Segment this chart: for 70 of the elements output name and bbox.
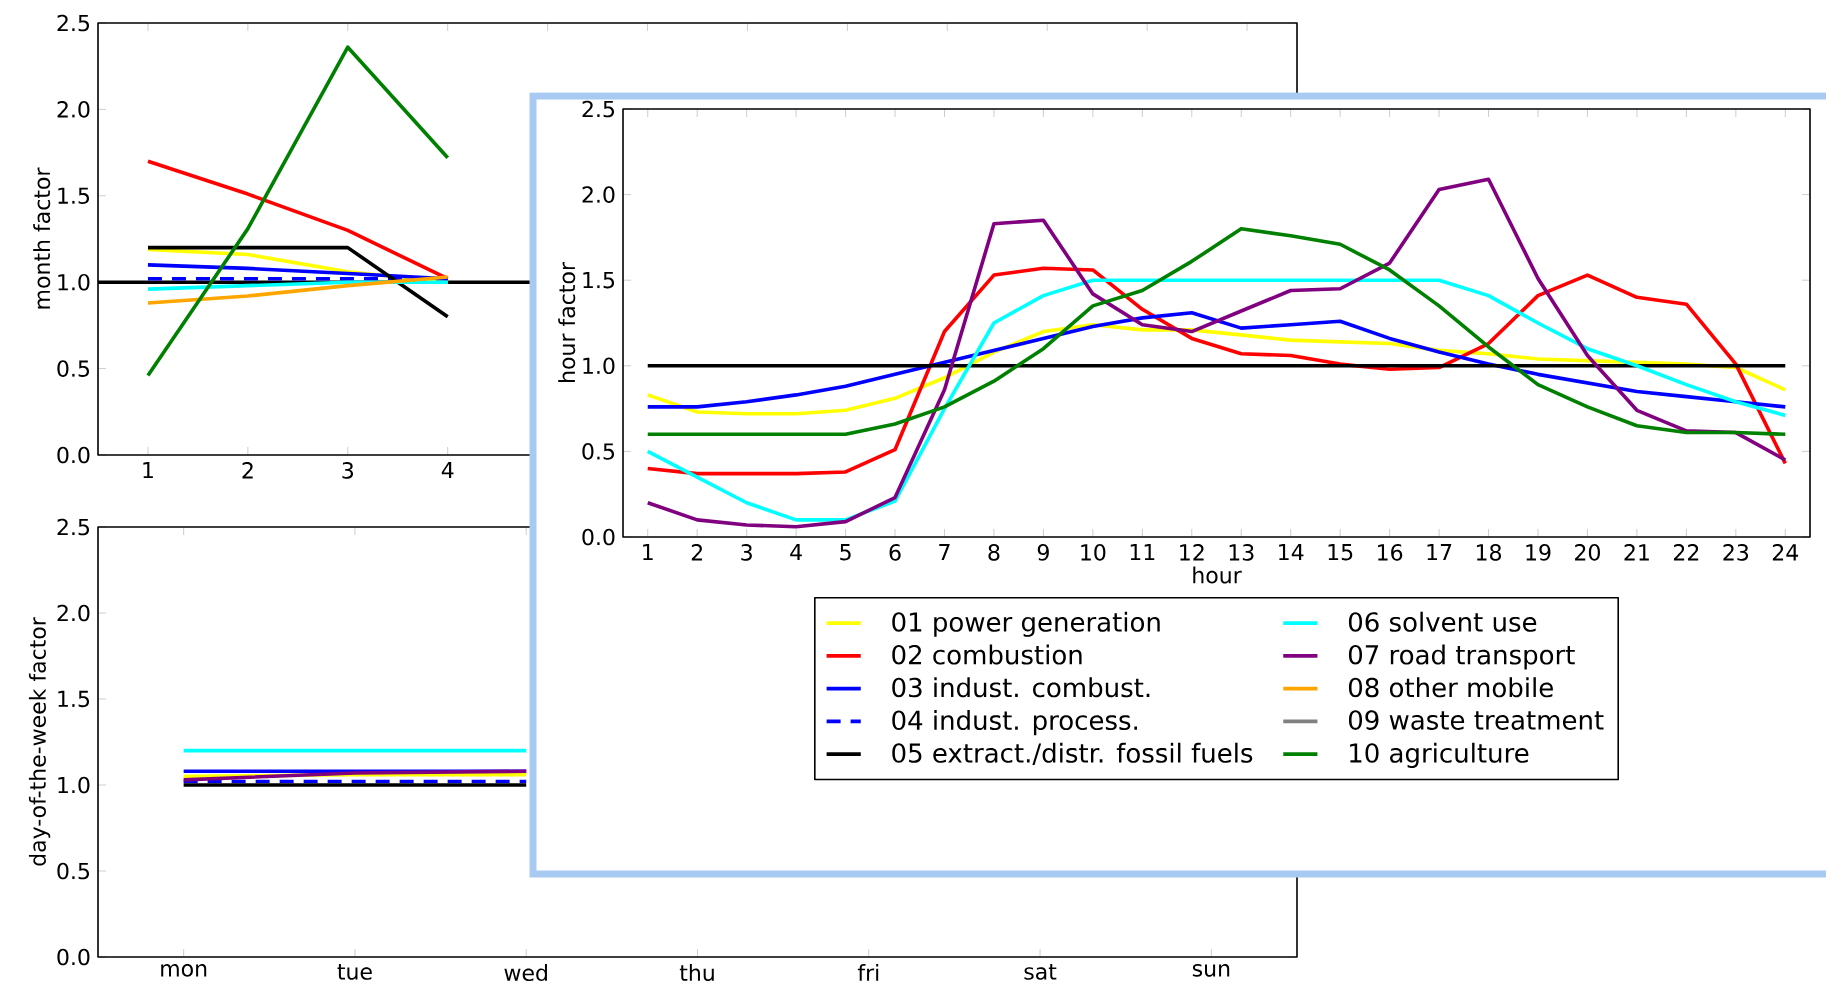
- line-series: [146, 275, 450, 305]
- y-tick-label: 2.5: [57, 14, 90, 32]
- x-tick-label: sun: [1192, 964, 1230, 977]
- x-tick-label: 11: [1130, 544, 1155, 561]
- x-tick-label: 1: [643, 544, 653, 561]
- y-tick-label: 1.5: [58, 187, 90, 204]
- legend-label: 01 power generation: [892, 611, 1160, 637]
- x-tick-label: 1: [143, 462, 153, 479]
- y-tick-label: 2.5: [57, 518, 90, 536]
- y-tick-label: 1.0: [583, 357, 615, 375]
- x-tick-label: mon: [161, 964, 207, 977]
- x-tick-label: 3: [342, 462, 354, 479]
- y-tick-label: 2.0: [57, 101, 90, 118]
- y-tick-label: 1.0: [58, 776, 90, 794]
- y-tick-label: 1.0: [58, 273, 90, 291]
- x-tick-label: 14: [1279, 544, 1304, 561]
- x-tick-label: 16: [1378, 544, 1403, 561]
- x-tick-label: 17: [1427, 544, 1452, 561]
- legend-label: 07 road transport: [1348, 644, 1575, 670]
- x-tick-label: 19: [1526, 544, 1551, 561]
- legend-label: 09 waste treatment: [1348, 710, 1604, 730]
- y-axis-title: month factor: [33, 167, 51, 309]
- x-tick-label: 18: [1476, 544, 1502, 561]
- y-axis-title: day-of-the-week factor: [28, 617, 51, 866]
- x-tick-label: wed: [504, 964, 547, 982]
- y-tick-label: 2.0: [57, 604, 90, 622]
- legend-label: 03 indust. combust.: [892, 677, 1150, 698]
- x-tick-label: thu: [679, 964, 714, 982]
- x-tick-label: 8: [988, 544, 1000, 561]
- x-tick-label: 2: [242, 462, 253, 479]
- x-tick-label: 2: [691, 544, 702, 561]
- x-tick-label: 4: [441, 462, 454, 479]
- x-tick-label: 12: [1180, 544, 1204, 561]
- x-tick-label: 13: [1229, 544, 1254, 561]
- y-tick-label: 0.5: [582, 443, 615, 460]
- line-series: [146, 45, 450, 378]
- legend-label: 06 solvent use: [1348, 611, 1537, 632]
- x-tick-label: 10: [1081, 544, 1106, 561]
- y-tick-label: 0.0: [582, 528, 615, 546]
- x-tick-label: 15: [1328, 544, 1353, 561]
- x-tick-label: tue: [337, 964, 372, 980]
- x-tick-label: 5: [840, 544, 851, 561]
- y-tick-label: 0.0: [57, 948, 90, 966]
- legend-label: 05 extract./distr. fossil fuels: [892, 742, 1253, 765]
- y-tick-label: 0.5: [57, 862, 90, 880]
- y-tick-label: 0.5: [57, 360, 90, 377]
- x-tick-label: 3: [741, 544, 752, 561]
- x-tick-label: 20: [1575, 544, 1600, 561]
- x-axis-title: hour: [1193, 566, 1242, 584]
- x-tick-label: sat: [1024, 964, 1057, 980]
- legend-label: 02 combustion: [892, 644, 1082, 665]
- y-axis-title: hour factor: [558, 262, 576, 382]
- x-tick-label: 7: [939, 544, 950, 561]
- x-tick-label: 22: [1673, 544, 1699, 561]
- y-tick-label: 1.5: [583, 272, 615, 289]
- legend-label: 08 other mobile: [1348, 677, 1553, 698]
- y-tick-label: 2.5: [582, 100, 615, 118]
- line-series: [645, 177, 1788, 529]
- x-tick-label: 21: [1624, 544, 1649, 561]
- x-tick-label: 9: [1037, 544, 1049, 561]
- y-tick-label: 1.5: [58, 690, 90, 708]
- x-tick-label: 4: [790, 544, 802, 561]
- x-tick-label: 6: [889, 544, 901, 561]
- x-tick-label: fri: [857, 964, 879, 981]
- x-tick-label: 24: [1772, 544, 1799, 561]
- legend-label: 10 agriculture: [1350, 742, 1529, 768]
- y-tick-label: 2.0: [582, 186, 615, 203]
- y-tick-label: 0.0: [57, 446, 90, 464]
- legend-label: 04 indust. process.: [892, 709, 1138, 736]
- x-tick-label: 23: [1723, 544, 1749, 561]
